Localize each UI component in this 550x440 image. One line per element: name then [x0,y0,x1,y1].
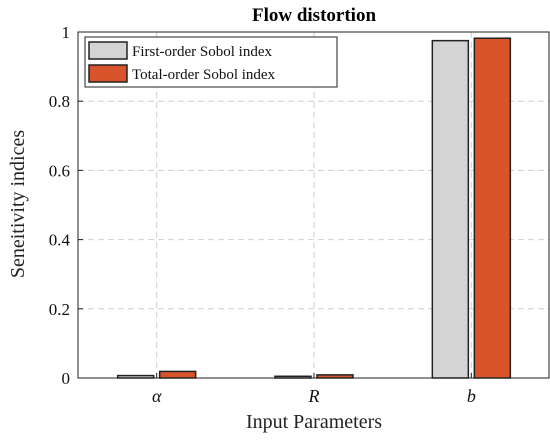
legend: First-order Sobol index Total-order Sobo… [84,36,338,88]
x-tick-label: b [467,386,476,406]
grid [78,32,550,378]
y-tick-label: 0.8 [49,92,70,111]
chart-title: Flow distortion [252,5,376,26]
y-axis-title: Seneitivity indices [7,130,29,279]
legend-label-total-order: Total-order Sobol index [132,67,276,83]
y-tick-label: 0 [62,369,71,388]
legend-label-first-order: First-order Sobol index [132,44,272,60]
bar-total-order-2 [473,37,512,379]
x-tick-label: α [152,386,162,406]
x-tick-label: R [308,386,320,406]
y-tick-label: 1 [62,23,71,42]
y-tick-label: 0.4 [49,231,71,250]
bar-total-order-0 [158,370,197,379]
x-axis-title: Input Parameters [246,411,382,433]
y-tick-label: 0.2 [49,300,70,319]
legend-swatch-total-order [88,64,128,83]
bar-first-order-2 [431,39,470,379]
legend-swatch-first-order [88,41,128,60]
y-tick-label: 0.6 [49,161,70,180]
